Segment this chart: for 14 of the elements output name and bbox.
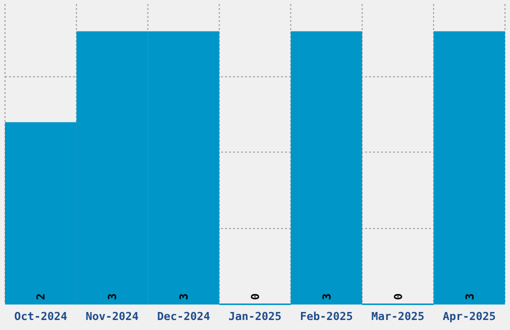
x-tick-label: Feb-2025 xyxy=(300,310,353,323)
x-tick-label: Mar-2025 xyxy=(371,310,424,323)
x-tick-label: Oct-2024 xyxy=(14,310,68,323)
data-label: 0 xyxy=(249,293,262,300)
data-label: 2 xyxy=(34,293,48,300)
x-tick-label: Nov-2024 xyxy=(86,310,140,323)
data-label: 0 xyxy=(392,293,405,300)
x-tick-label: Apr-2025 xyxy=(442,310,496,323)
data-label: 3 xyxy=(106,293,120,300)
x-tick-label: Jan-2025 xyxy=(228,310,282,323)
data-label: 3 xyxy=(178,293,191,300)
data-label: 3 xyxy=(320,293,334,300)
x-tick-label: Dec-2024 xyxy=(157,310,210,323)
data-label: 3 xyxy=(463,293,476,300)
